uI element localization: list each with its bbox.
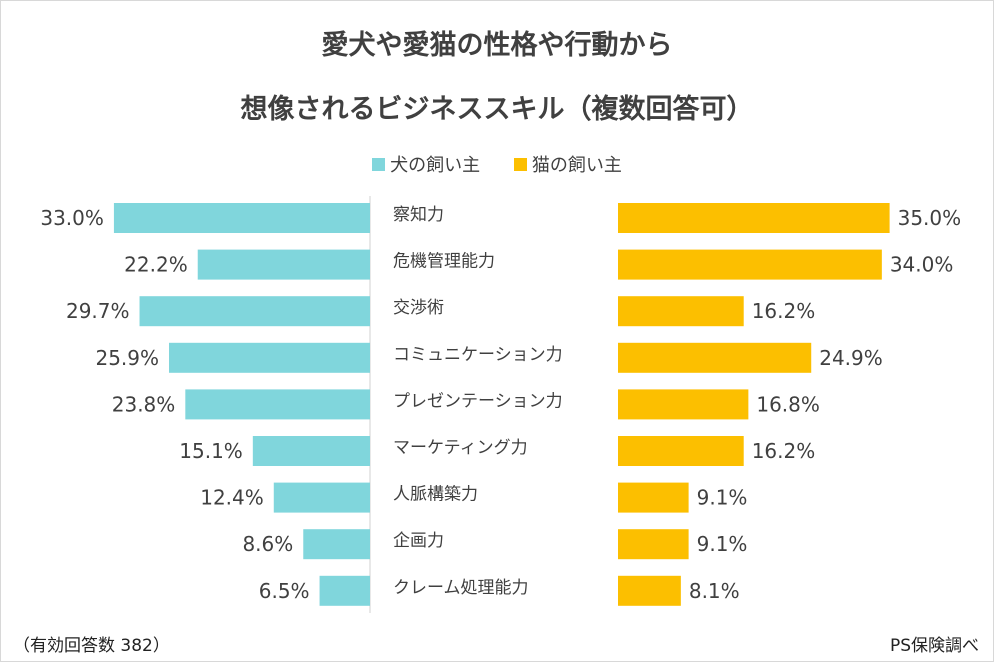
data-label-cat: 34.0% — [890, 253, 954, 277]
data-label-cat: 24.9% — [819, 346, 883, 370]
bar-dog — [303, 529, 370, 560]
bar-dog — [252, 436, 370, 466]
data-label-cat: 8.1% — [689, 579, 740, 603]
data-label-dog: 33.0% — [40, 206, 104, 230]
bar-cat — [618, 342, 812, 373]
data-label-cat: 35.0% — [898, 206, 962, 230]
bar-dog — [169, 342, 370, 373]
chart-title-line-1: 愛犬や愛猫の性格や行動から — [321, 30, 673, 61]
source-note: PS保険調べ — [889, 636, 979, 656]
bar-dog — [319, 575, 370, 606]
chart-title-line-2: 想像されるビジネススキル（複数回答可） — [240, 94, 754, 125]
bar-dog — [185, 389, 370, 420]
category-label: 交渉術 — [393, 298, 444, 318]
legend-swatch-dog — [372, 157, 386, 171]
data-label-dog: 8.6% — [242, 532, 293, 556]
legend-label-dog: 犬の飼い主 — [390, 155, 481, 176]
category-label: 危機管理能力 — [393, 252, 495, 272]
data-label-dog: 23.8% — [112, 392, 176, 416]
legend-label-cat: 猫の飼い主 — [531, 155, 622, 176]
bar-cat — [618, 389, 749, 420]
data-label-cat: 16.8% — [756, 392, 820, 416]
data-label-cat: 9.1% — [697, 532, 748, 556]
data-label-dog: 6.5% — [259, 579, 310, 603]
data-label-dog: 12.4% — [200, 486, 264, 510]
bar-cat — [618, 575, 681, 606]
bar-cat — [618, 529, 689, 560]
category-label: 人脈構築力 — [393, 485, 478, 505]
data-label-cat: 9.1% — [697, 486, 748, 510]
category-label: クレーム処理能力 — [393, 578, 529, 598]
category-label: プレゼンテーション力 — [393, 391, 563, 411]
category-label: 企画力 — [393, 531, 444, 551]
bar-dog — [197, 249, 370, 280]
bar-cat — [618, 203, 890, 233]
data-label-dog: 15.1% — [179, 439, 243, 463]
data-label-dog: 29.7% — [66, 299, 130, 323]
bar-cat — [618, 249, 882, 280]
data-label-dog: 22.2% — [124, 253, 188, 277]
category-label: 察知力 — [393, 205, 444, 225]
bar-cat — [618, 436, 744, 466]
legend-item-cat: 猫の飼い主 — [513, 151, 622, 177]
bar-dog — [139, 296, 370, 327]
legend-swatch-cat — [513, 157, 527, 171]
data-label-cat: 16.2% — [752, 299, 816, 323]
legend: 犬の飼い主 猫の飼い主 — [1, 151, 993, 177]
legend-item-dog: 犬の飼い主 — [372, 151, 480, 177]
bar-dog — [113, 203, 371, 233]
category-label: マーケティング力 — [393, 438, 528, 458]
sample-size-note: （有効回答数 382） — [13, 636, 170, 656]
data-label-cat: 16.2% — [752, 439, 816, 463]
category-label: コミュニケーション力 — [393, 345, 563, 365]
bar-dog — [273, 482, 370, 513]
bar-cat — [618, 482, 689, 513]
bar-cat — [618, 296, 744, 327]
data-label-dog: 25.9% — [95, 346, 159, 370]
